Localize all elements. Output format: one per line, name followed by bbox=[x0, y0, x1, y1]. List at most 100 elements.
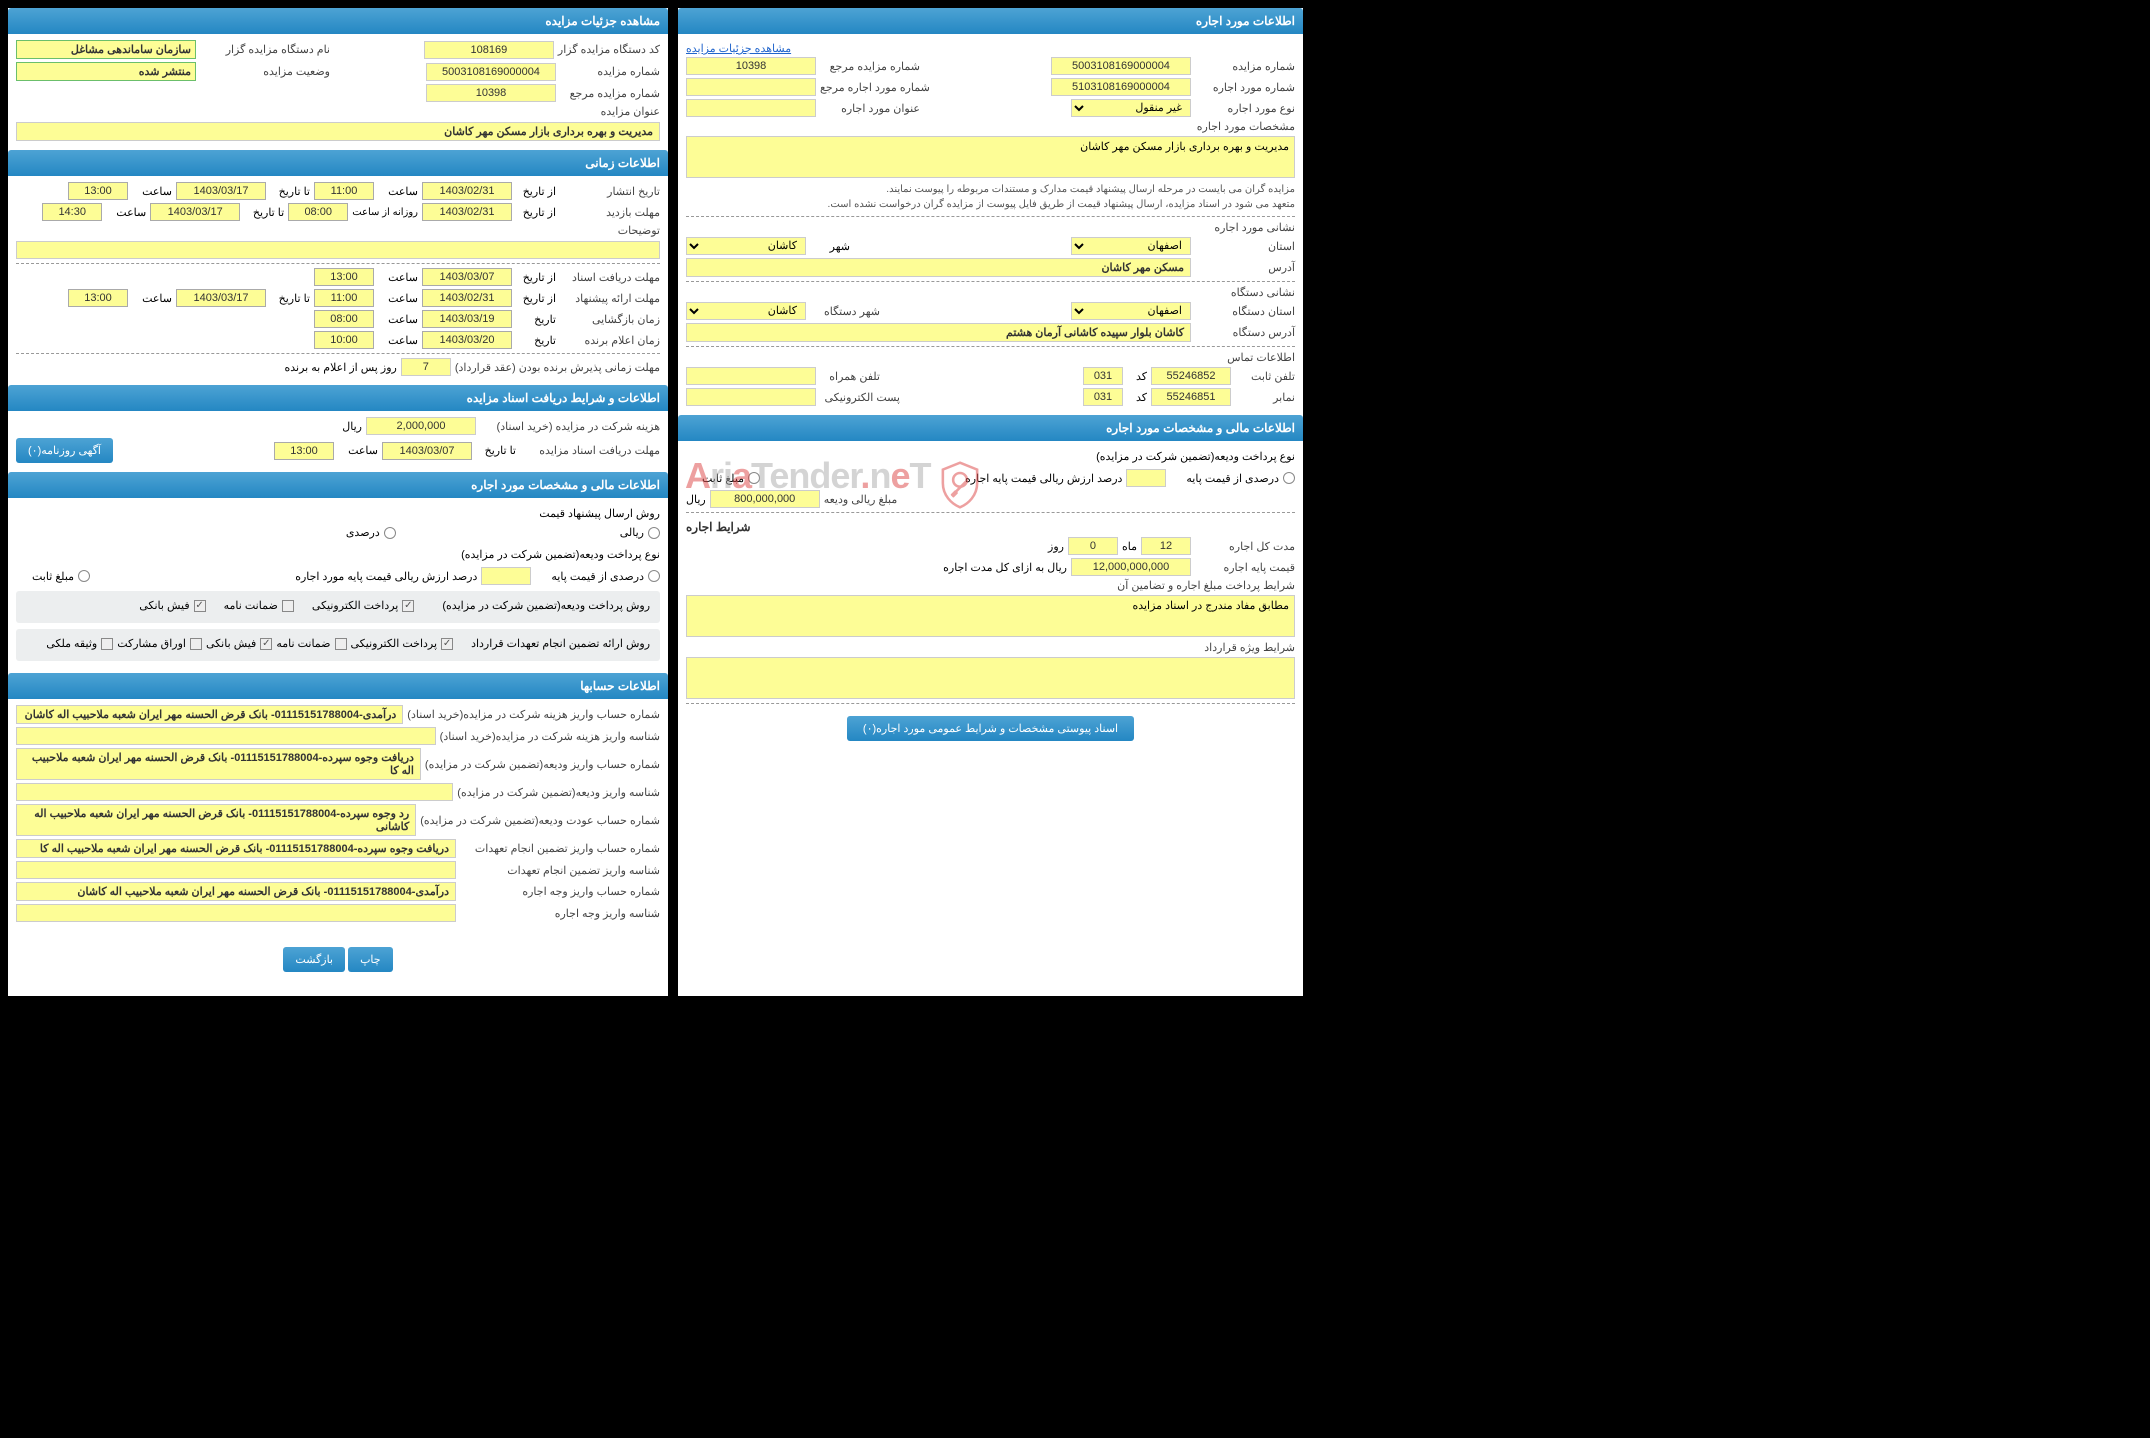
city-select[interactable]: کاشان bbox=[686, 237, 806, 255]
org-addr-label: نشانی دستگاه bbox=[1195, 286, 1295, 299]
visit-to-hour: 14:30 bbox=[42, 203, 102, 221]
status-label: وضعیت مزایده bbox=[200, 65, 330, 78]
title-label: عنوان مزایده bbox=[560, 105, 660, 118]
org-code-label: کد دستگاه مزایده گزار bbox=[558, 43, 660, 56]
fixed-radio-l[interactable] bbox=[748, 472, 760, 484]
org-prov-label: استان دستگاه bbox=[1195, 305, 1295, 318]
winner-date: 1403/03/20 bbox=[422, 331, 512, 349]
acc2-field: دریافت وجوه سپرده-01115151788004- بانک ق… bbox=[16, 748, 421, 780]
pct-input-l[interactable] bbox=[1126, 469, 1166, 487]
base-price-field: 12,000,000,000 bbox=[1071, 558, 1191, 576]
fixed-radio[interactable] bbox=[78, 570, 90, 582]
bank2-checkbox[interactable] bbox=[260, 638, 272, 650]
code-field: 031 bbox=[1083, 367, 1123, 385]
address-field: مسکن مهر کاشان bbox=[686, 258, 1191, 277]
l-auction-no-label: شماره مزایده bbox=[1195, 60, 1295, 73]
org-address-label: آدرس دستگاه bbox=[1195, 326, 1295, 339]
pay-terms-label: شرایط پرداخت مبلغ اجاره و تضامین آن bbox=[1095, 579, 1295, 592]
percent-radio[interactable] bbox=[384, 527, 396, 539]
acc1b-label: شناسه واریز هزینه شرکت در مزایده(خرید اس… bbox=[440, 730, 660, 743]
org-city-select[interactable]: کاشان bbox=[686, 302, 806, 320]
lease-ref-label: شماره مورد اجاره مرجع bbox=[820, 81, 930, 94]
base-price-label: قیمت پایه اجاره bbox=[1195, 561, 1295, 574]
auction-no-field: 5003108169000004 bbox=[426, 63, 556, 81]
contract-terms-text[interactable] bbox=[686, 657, 1295, 699]
doc-from-hour: 13:00 bbox=[314, 268, 374, 286]
open-date: 1403/03/19 bbox=[422, 310, 512, 328]
spec-textarea[interactable]: مدیریت و بهره برداری بازار مسکن مهر کاشا… bbox=[686, 136, 1295, 178]
newspaper-button[interactable]: آگهی روزنامه(۰) bbox=[16, 438, 113, 463]
doc-from-date: 1403/03/07 bbox=[422, 268, 512, 286]
acc3-field: رد وجوه سپرده-01115151788004- بانک قرض ا… bbox=[16, 804, 416, 836]
right-panel: مشاهده جزئیات مزایده کد دستگاه مزایده گز… bbox=[8, 8, 668, 996]
pub-from-hour: 11:00 bbox=[314, 182, 374, 200]
prov-select[interactable]: اصفهان bbox=[1071, 237, 1191, 255]
notes-field bbox=[16, 241, 660, 259]
doc-deadline-label: مهلت دریافت اسناد مزایده bbox=[520, 444, 660, 457]
duration-label: مدت کل اجاره bbox=[1195, 540, 1295, 553]
l-ref-no-label: شماره مزایده مرجع bbox=[820, 60, 920, 73]
status-field: منتشر شده bbox=[16, 62, 196, 81]
visit-to-date: 1403/03/17 bbox=[150, 203, 240, 221]
pct-radio[interactable] bbox=[648, 570, 660, 582]
contract-terms-label: شرایط ویژه قرارداد bbox=[1195, 641, 1295, 654]
acc5b-field bbox=[16, 904, 456, 922]
guarantee-checkbox[interactable] bbox=[282, 600, 294, 612]
bond-checkbox[interactable] bbox=[190, 638, 202, 650]
epay-checkbox[interactable] bbox=[402, 600, 414, 612]
ref-no-field: 10398 bbox=[426, 84, 556, 102]
lease-no-label: شماره مورد اجاره bbox=[1195, 81, 1295, 94]
email-label: پست الکترونیکی bbox=[820, 391, 900, 404]
org-prov-select[interactable]: اصفهان bbox=[1071, 302, 1191, 320]
months-field: 12 bbox=[1141, 537, 1191, 555]
acc3-label: شماره حساب عودت ودیعه(تضمین شرکت در مزای… bbox=[420, 814, 660, 827]
org-address-field: کاشان بلوار سپیده کاشانی آرمان هشتم bbox=[686, 323, 1191, 342]
send-method-label: روش ارسال پیشنهاد قیمت bbox=[16, 504, 660, 523]
acc4b-label: شناسه واریز تضمین انجام تعهدات bbox=[460, 864, 660, 877]
pct-radio-l[interactable] bbox=[1283, 472, 1295, 484]
epay2-checkbox[interactable] bbox=[441, 638, 453, 650]
view-details-link[interactable]: مشاهده جزئیات مزایده bbox=[686, 43, 791, 55]
attachments-button[interactable]: اسناد پیوستی مشخصات و شرایط عمومی مورد ا… bbox=[847, 716, 1134, 741]
rial-radio[interactable] bbox=[648, 527, 660, 539]
fax-code-field: 031 bbox=[1083, 388, 1123, 406]
visit-from-hour: 08:00 bbox=[288, 203, 348, 221]
org-code-field: 108169 bbox=[424, 41, 554, 59]
acc5b-label: شناسه واریز وجه اجاره bbox=[460, 907, 660, 920]
acc4-field: دریافت وجوه سپرده-01115151788004- بانک ق… bbox=[16, 839, 456, 858]
pub-from-date: 1403/02/31 bbox=[422, 182, 512, 200]
bank-checkbox[interactable] bbox=[194, 600, 206, 612]
finance-header-r: اطلاعات مالی و مشخصات مورد اجاره bbox=[8, 472, 668, 498]
offer-to-hour: 13:00 bbox=[68, 289, 128, 307]
acc5-label: شماره حساب واریز وجه اجاره bbox=[460, 885, 660, 898]
docterms-header: اطلاعات و شرایط دریافت اسناد مزایده bbox=[8, 385, 668, 411]
offer-label: مهلت ارائه پیشنهاد bbox=[560, 292, 660, 305]
doc-recv-label: مهلت دریافت اسناد bbox=[560, 271, 660, 284]
dep-amount-label: مبلغ ریالی ودیعه bbox=[824, 493, 914, 506]
back-button[interactable]: بازگشت bbox=[283, 947, 345, 972]
acc4-label: شماره حساب واریز تضمین انجام تعهدات bbox=[460, 842, 660, 855]
deposit-method-label: روش پرداخت ودیعه(تضمین شرکت در مزایده) bbox=[442, 599, 650, 612]
spec-label: مشخصات مورد اجاره bbox=[1195, 120, 1295, 133]
acc4b-field bbox=[16, 861, 456, 879]
pct-input[interactable] bbox=[481, 567, 531, 585]
accept-days: 7 bbox=[401, 358, 451, 376]
guarantee2-checkbox[interactable] bbox=[335, 638, 347, 650]
lease-title-field bbox=[686, 99, 816, 117]
l-auction-no: 5003108169000004 bbox=[1051, 57, 1191, 75]
winner-label: زمان اعلام برنده bbox=[560, 334, 660, 347]
accept-label: مهلت زمانی پذیرش برنده بودن (عقد قرارداد… bbox=[455, 361, 660, 374]
lease-title-label: عنوان مورد اجاره bbox=[820, 102, 920, 115]
mortgage-checkbox[interactable] bbox=[101, 638, 113, 650]
lease-ref bbox=[686, 78, 816, 96]
print-button[interactable]: چاپ bbox=[348, 947, 393, 972]
visit-from-date: 1403/02/31 bbox=[422, 203, 512, 221]
left-panel: اطلاعات مورد اجاره مشاهده جزئیات مزایده … bbox=[678, 8, 1303, 996]
offer-to-date: 1403/03/17 bbox=[176, 289, 266, 307]
type-select[interactable]: غیر منقول bbox=[1071, 99, 1191, 117]
accounts-header: اطلاعات حسابها bbox=[8, 673, 668, 699]
note1: مزایده گران می بایست در مرحله ارسال پیشن… bbox=[686, 182, 1295, 197]
pay-terms-text[interactable]: مطابق مفاد مندرج در اسناد مزایده bbox=[686, 595, 1295, 637]
city-label: شهر bbox=[810, 240, 850, 253]
contact-label: اطلاعات تماس bbox=[1195, 351, 1295, 364]
